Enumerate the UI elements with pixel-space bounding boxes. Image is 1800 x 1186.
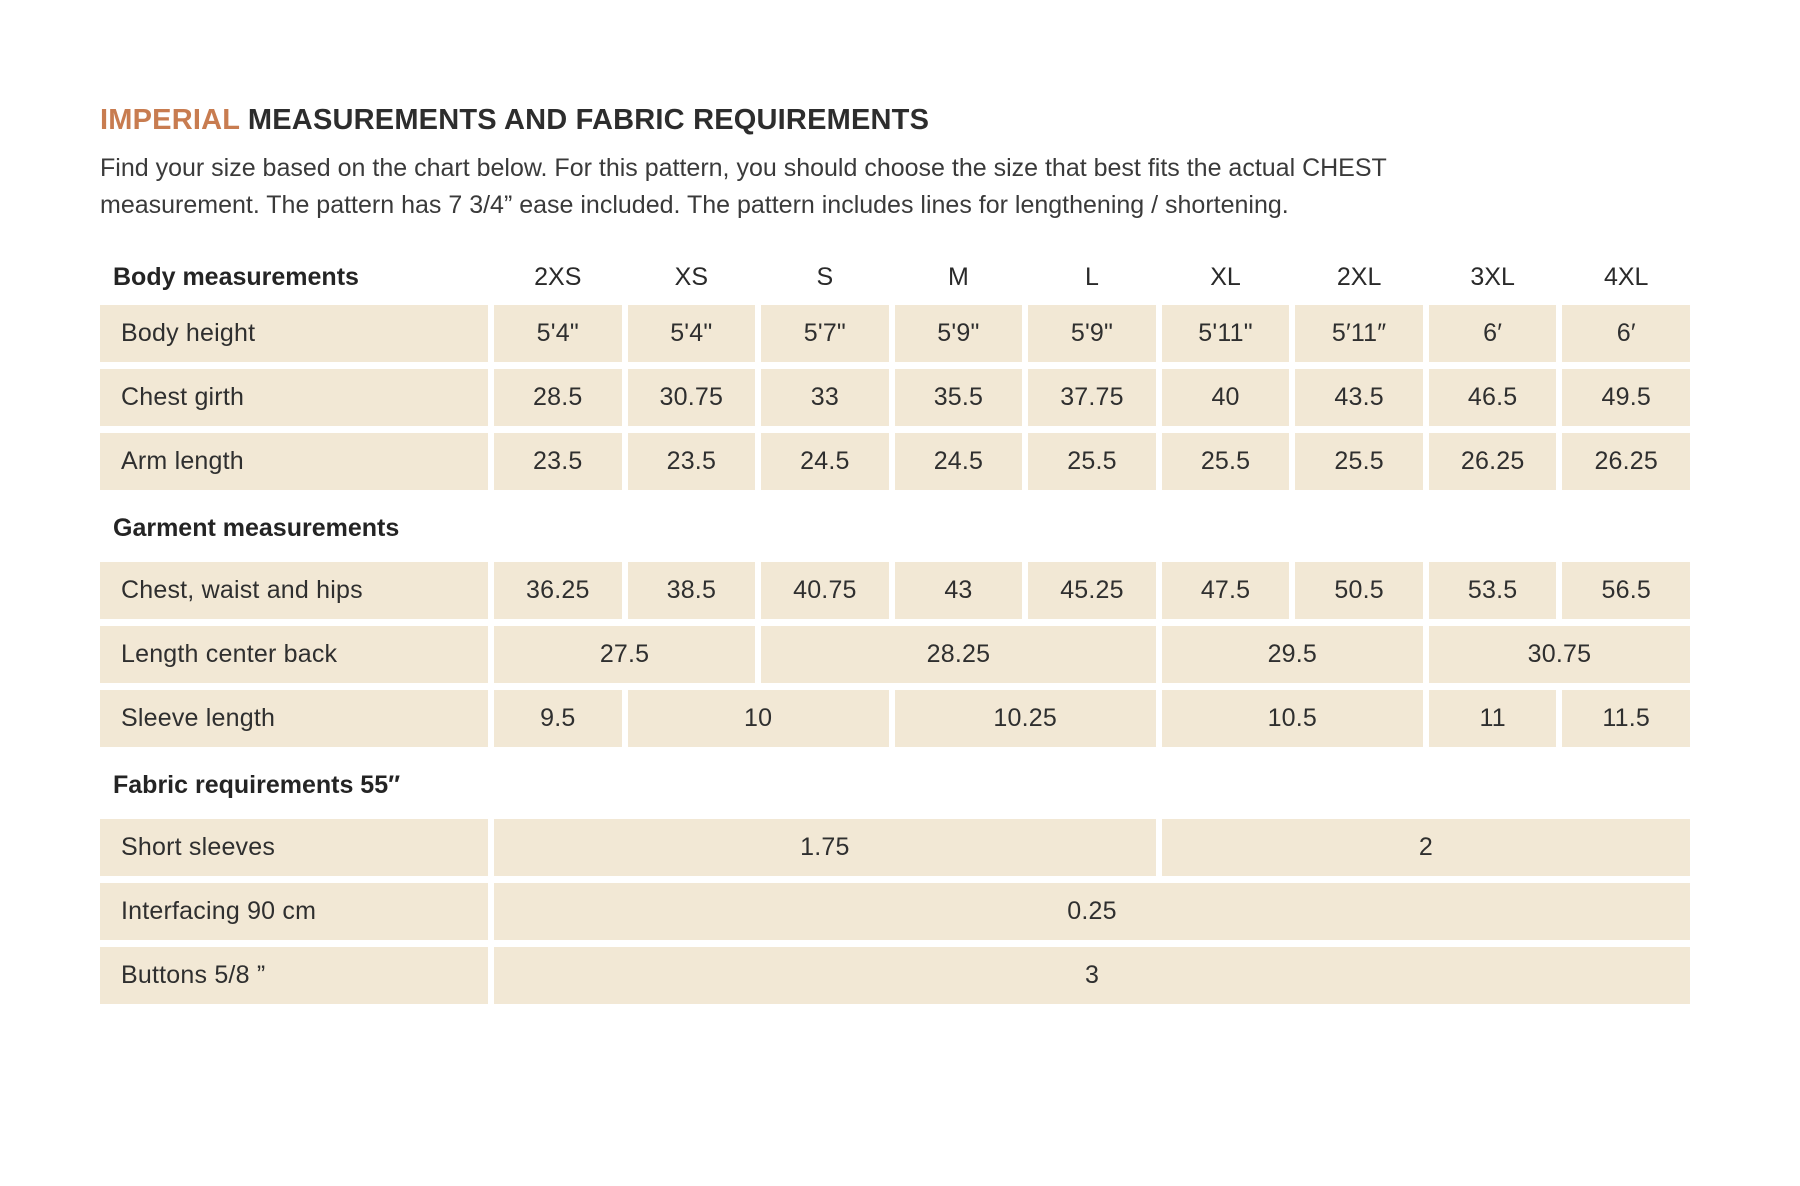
size-column-header: M bbox=[948, 263, 969, 291]
value-cell: 56.5 bbox=[1562, 562, 1690, 619]
value-cell: 9.5 bbox=[494, 690, 622, 747]
value-cell: 10.5 bbox=[1161, 690, 1423, 747]
value-cell: 10 bbox=[627, 690, 889, 747]
value-cell: 5'4" bbox=[494, 305, 622, 362]
value-cell: 27.5 bbox=[494, 626, 756, 683]
value-cell: 23.5 bbox=[494, 433, 622, 490]
page-title-accent: IMPERIAL bbox=[100, 104, 240, 136]
value-cell: 53.5 bbox=[1428, 562, 1557, 619]
value-cell: 25.5 bbox=[1161, 433, 1290, 490]
size-column-header: 4XL bbox=[1603, 263, 1649, 291]
value-cell: 1.75 bbox=[494, 819, 1156, 876]
value-cell: 28.5 bbox=[494, 369, 622, 426]
value-cell: 2 bbox=[1161, 819, 1690, 876]
value-cell: 3 bbox=[494, 947, 1690, 1004]
value-cell: 37.75 bbox=[1028, 369, 1156, 426]
value-cell: 5'9" bbox=[1028, 305, 1156, 362]
value-cell: 43 bbox=[894, 562, 1023, 619]
value-cell: 40.75 bbox=[761, 562, 889, 619]
value-cell: 46.5 bbox=[1428, 369, 1557, 426]
intro-text: Find your size based on the chart below.… bbox=[100, 150, 1700, 224]
size-column-header: 2XS bbox=[534, 263, 582, 291]
value-cell: 5'9" bbox=[894, 305, 1023, 362]
value-cell: 35.5 bbox=[894, 369, 1023, 426]
value-cell: 38.5 bbox=[627, 562, 756, 619]
row-label-cell: Buttons 5/8 ” bbox=[100, 947, 488, 1004]
value-cell: 25.5 bbox=[1028, 433, 1156, 490]
page-title: IMPERIAL MEASUREMENTS AND FABRIC REQUIRE… bbox=[100, 103, 1700, 137]
page-title-text: MEASUREMENTS AND FABRIC REQUIREMENTS bbox=[247, 104, 930, 136]
size-column-header: XL bbox=[1210, 263, 1241, 291]
value-cell: 11 bbox=[1428, 690, 1557, 747]
size-table: Body measurements 2XS XS S M L XL 2XL 3XL 4XL Body… bbox=[100, 254, 1690, 1004]
value-cell: 43.5 bbox=[1295, 369, 1423, 426]
value-cell: 26.25 bbox=[1562, 433, 1690, 490]
row-label-cell: Interfacing 90 cm bbox=[100, 883, 488, 940]
intro-line-1: Find your size based on the chart below.… bbox=[100, 154, 1387, 182]
value-cell: 5'7" bbox=[761, 305, 889, 362]
section-header-label: Garment measurements bbox=[113, 514, 400, 542]
value-cell: 33 bbox=[761, 369, 889, 426]
row-label-cell: Short sleeves bbox=[100, 819, 488, 876]
value-cell: 29.5 bbox=[1161, 626, 1423, 683]
value-cell: 26.25 bbox=[1428, 433, 1557, 490]
value-cell: 28.25 bbox=[761, 626, 1156, 683]
value-cell: 5'4" bbox=[627, 305, 756, 362]
value-cell: 30.75 bbox=[627, 369, 756, 426]
value-cell: 6′ bbox=[1562, 305, 1690, 362]
value-cell: 45.25 bbox=[1028, 562, 1156, 619]
value-cell: 10.25 bbox=[894, 690, 1156, 747]
value-cell: 24.5 bbox=[761, 433, 889, 490]
value-cell: 49.5 bbox=[1562, 369, 1690, 426]
value-cell: 24.5 bbox=[894, 433, 1023, 490]
row-label-cell: Sleeve length bbox=[100, 690, 488, 747]
row-label-cell: Length center back bbox=[100, 626, 488, 683]
value-cell: 36.25 bbox=[494, 562, 622, 619]
value-cell: 23.5 bbox=[627, 433, 756, 490]
size-column-header: 2XL bbox=[1336, 263, 1382, 291]
value-cell: 25.5 bbox=[1295, 433, 1423, 490]
size-column-header: S bbox=[816, 263, 834, 291]
value-cell: 47.5 bbox=[1161, 562, 1290, 619]
row-label-cell: Arm length bbox=[100, 433, 488, 490]
value-cell: 30.75 bbox=[1428, 626, 1690, 683]
value-cell: 5'11" bbox=[1161, 305, 1290, 362]
value-cell: 40 bbox=[1161, 369, 1290, 426]
document-page: IMPERIAL MEASUREMENTS AND FABRIC REQUIRE… bbox=[100, 103, 1700, 1004]
value-cell: 6′ bbox=[1428, 305, 1557, 362]
value-cell: 0.25 bbox=[494, 883, 1690, 940]
size-column-header: XS bbox=[674, 263, 708, 291]
row-label-cell: Body height bbox=[100, 305, 488, 362]
size-column-header: L bbox=[1085, 263, 1099, 291]
value-cell: 11.5 bbox=[1562, 690, 1690, 747]
section-header-label: Body measurements bbox=[113, 263, 359, 291]
row-label-cell: Chest girth bbox=[100, 369, 488, 426]
value-cell: 5′11″ bbox=[1295, 305, 1423, 362]
row-label-cell: Chest, waist and hips bbox=[100, 562, 488, 619]
value-cell: 50.5 bbox=[1295, 562, 1423, 619]
intro-line-2: measurement. The pattern has 7 3/4” ease… bbox=[100, 191, 1289, 219]
section-header-label: Fabric requirements 55″ bbox=[113, 771, 401, 799]
size-column-header: 3XL bbox=[1470, 263, 1515, 291]
